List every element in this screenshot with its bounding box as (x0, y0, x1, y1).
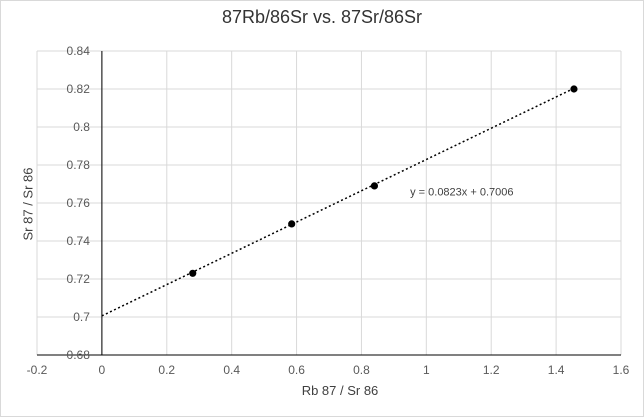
trendline-group: y = 0.0823x + 0.7006 (101, 87, 575, 317)
x-tick-label: 1.6 (613, 363, 630, 377)
data-point (370, 182, 379, 190)
data-point (189, 269, 197, 277)
y-tick-label: 0.84 (67, 44, 91, 58)
x-tick-label: 0.4 (223, 363, 240, 377)
y-tick-label: 0.68 (67, 348, 91, 362)
x-tick-label: 1 (423, 363, 430, 377)
trendline (101, 87, 575, 317)
y-tick-label: 0.76 (67, 196, 91, 210)
data-points (189, 85, 578, 277)
y-tick-label: 0.82 (67, 82, 91, 96)
x-axis-label: Rb 87 / Sr 86 (301, 383, 379, 398)
x-tick-label: 1.2 (483, 363, 500, 377)
x-tick-label: 0.2 (158, 363, 175, 377)
axes (37, 51, 621, 356)
x-tick-label: -0.2 (27, 363, 48, 377)
x-tick-label: 0.6 (288, 363, 305, 377)
y-tick-label: 0.74 (67, 234, 91, 248)
x-tick-label: 1.4 (548, 363, 565, 377)
y-tick-label: 0.8 (73, 120, 90, 134)
x-tick-label: 0 (99, 363, 106, 377)
y-axis-label: Sr 87 / Sr 86 (20, 167, 36, 241)
y-tick-label: 0.7 (73, 310, 90, 324)
chart-title: 87Rb/86Sr vs. 87Sr/86Sr (221, 7, 423, 27)
trendline-equation: y = 0.0823x + 0.7006 (410, 186, 513, 198)
data-point (570, 85, 578, 93)
gridlines (36, 50, 622, 356)
data-point (288, 220, 296, 228)
y-tick-label: 0.72 (67, 272, 91, 286)
tick-labels: -0.2 0 0.2 0.4 0.6 0.8 1 1.2 1.4 1.6 0.68 0.7 0.72 0.… (27, 44, 630, 377)
y-tick-label: 0.78 (67, 158, 91, 172)
x-tick-label: 0.8 (353, 363, 370, 377)
